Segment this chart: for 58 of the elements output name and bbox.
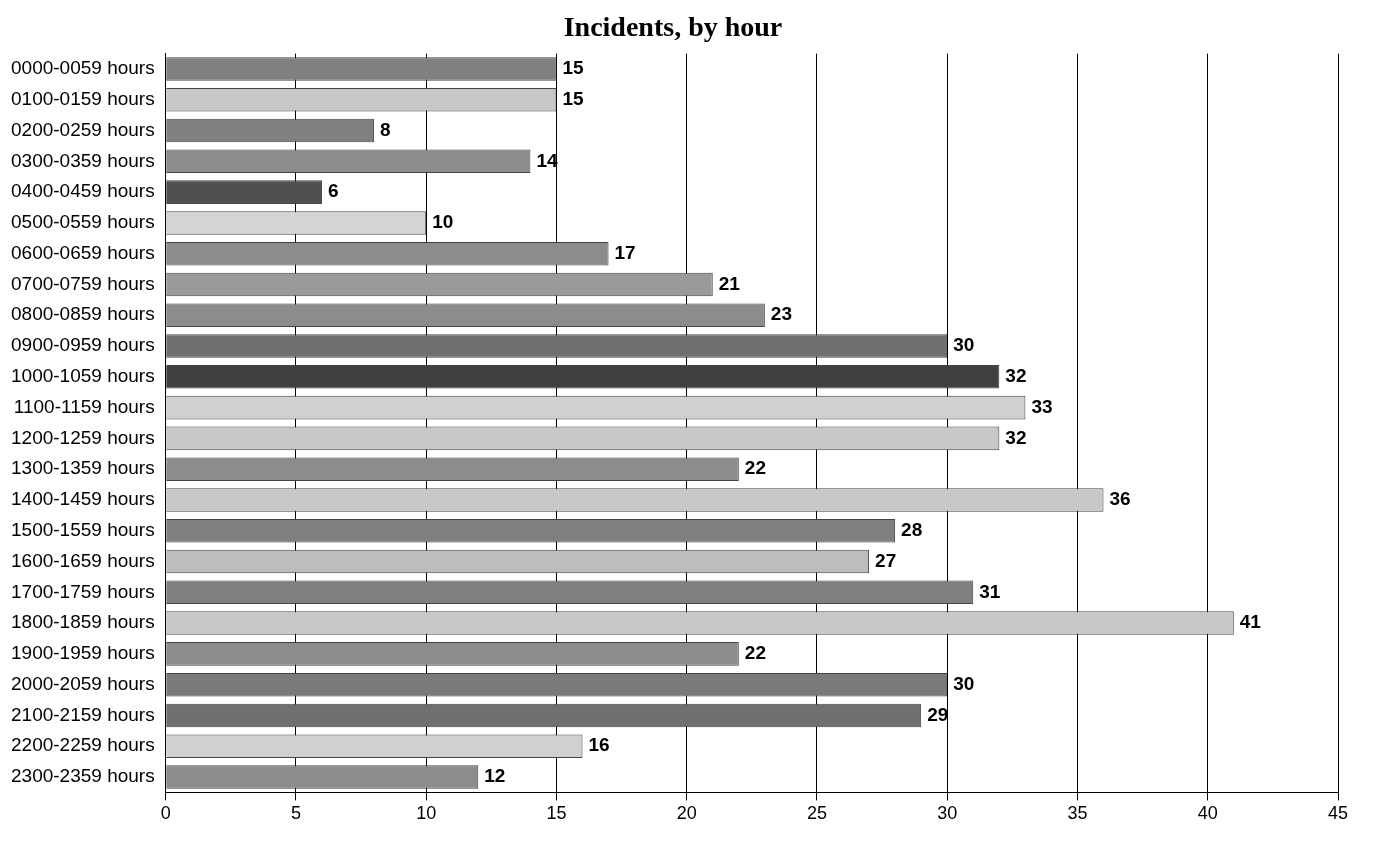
data-label: 27: [875, 549, 897, 571]
y-tick-label: 0600-0659 hours: [11, 241, 155, 263]
x-tick-label: 40: [1197, 803, 1218, 824]
data-label: 22: [744, 642, 766, 664]
y-tick-label: 1500-1559 hours: [11, 518, 155, 540]
chart-title: Incidents, by hour: [563, 11, 783, 43]
data-label: 21: [718, 272, 741, 294]
data-label: 33: [1031, 395, 1053, 417]
y-tick-label: 1100-1159 hours: [13, 395, 155, 417]
data-label: 32: [1005, 365, 1027, 387]
x-tick-label: 15: [546, 803, 567, 824]
y-tick-label: 1800-1859 hours: [11, 611, 155, 633]
y-tick-label: 0500-0559 hours: [11, 211, 155, 233]
data-label: 23: [770, 303, 792, 325]
y-tick-label: 0300-0359 hours: [11, 149, 155, 171]
y-tick-label: 1600-1659 hours: [11, 549, 155, 571]
y-tick-label: 2200-2259 hours: [11, 734, 155, 756]
x-tick-label: 25: [806, 803, 827, 824]
y-tick-label: 2300-2359 hours: [11, 765, 155, 787]
data-label: 8: [380, 118, 391, 140]
data-label: 28: [901, 518, 923, 540]
x-tick-label: 10: [416, 803, 437, 824]
y-tick-label: 0900-0959 hours: [11, 334, 155, 356]
y-tick-label: 0100-0159 hours: [11, 88, 155, 110]
y-tick-label: 1300-1359 hours: [11, 457, 155, 479]
y-tick-label: 0000-0059 hours: [11, 57, 155, 79]
data-label: 12: [484, 765, 506, 787]
y-tick-label: 0800-0859 hours: [11, 303, 155, 325]
y-tick-label: 1000-1059 hours: [11, 365, 155, 387]
y-tick-label: 1700-1759 hours: [11, 580, 155, 602]
y-tick-label: 0200-0259 hours: [11, 118, 155, 140]
data-label: 30: [953, 672, 975, 694]
data-label: 41: [1239, 611, 1262, 633]
data-label: 6: [327, 180, 339, 202]
data-label: 32: [1005, 426, 1027, 448]
data-label: 17: [614, 241, 636, 263]
x-tick-label: 0: [160, 803, 171, 824]
x-tick-label: 20: [676, 803, 697, 824]
y-tick-label: 0400-0459 hours: [11, 180, 155, 202]
x-tick-label: 5: [290, 803, 301, 824]
y-tick-label: 2000-2059 hours: [11, 672, 155, 694]
x-tick-label: 35: [1067, 803, 1088, 824]
x-tick-label: 30: [937, 803, 958, 824]
y-tick-label: 1900-1959 hours: [11, 642, 155, 664]
x-tick-label: 45: [1327, 803, 1349, 824]
data-label: 30: [953, 334, 975, 356]
data-label: 36: [1109, 488, 1131, 510]
y-tick-label: 1400-1459 hours: [11, 488, 155, 510]
data-label: 22: [744, 457, 766, 479]
y-tick-label: 2100-2159 hours: [11, 703, 155, 725]
data-label: 15: [562, 57, 585, 79]
y-tick-label: 1200-1259 hours: [11, 426, 155, 448]
data-label: 29: [927, 703, 949, 725]
data-label: 15: [562, 88, 585, 110]
y-tick-label: 0700-0759 hours: [11, 272, 155, 294]
data-label: 16: [588, 734, 610, 756]
data-label: 31: [979, 580, 1001, 602]
data-label: 10: [432, 211, 454, 233]
